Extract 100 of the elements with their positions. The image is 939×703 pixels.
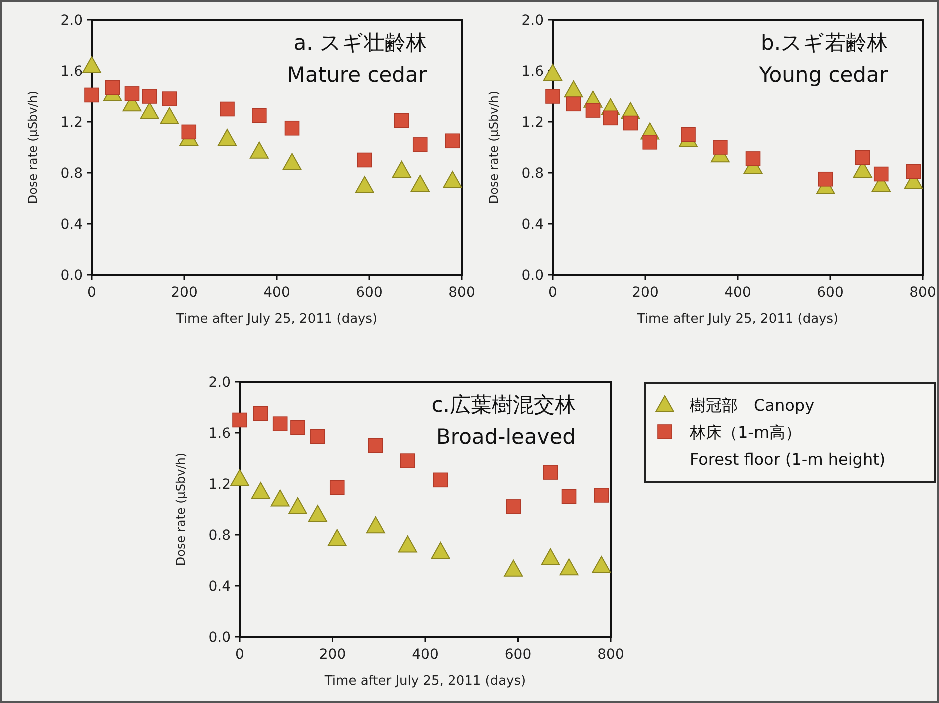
point [445,134,460,149]
point [270,490,290,507]
point [284,120,300,136]
point [642,135,658,150]
x-tick-label: 200 [632,285,659,301]
point [218,129,238,146]
point [355,176,374,194]
point [541,548,560,566]
x-tick-label: 800 [448,285,476,301]
x-tick-label: 400 [264,285,290,301]
point [506,500,522,514]
point [544,64,562,82]
point [288,497,308,514]
point [366,516,386,534]
point [504,560,524,577]
point [328,529,347,546]
y-tick-label: 0.0 [208,630,231,646]
x-tick-label: 0 [88,285,96,301]
point [412,138,428,152]
point [431,542,450,560]
legend-label: 林床（1-m高） Forest floor (1-m height) [689,423,886,469]
point [855,150,870,166]
x-tick-label: 400 [412,647,439,663]
x-axis-title: Time after July 25, 2011 (days) [636,312,839,327]
point [560,558,579,576]
y-tick-label: 0.4 [522,217,544,233]
y-tick-label: 2.0 [522,13,544,29]
y-tick-label: 0.8 [208,528,231,544]
y-tick-label: 1.2 [208,477,231,493]
point [433,472,448,488]
point [603,110,618,126]
point [162,92,178,106]
point [232,412,248,428]
point [874,166,889,182]
point [368,438,384,454]
x-tick-label: 0 [236,647,244,663]
point [308,505,328,522]
y-axis-title: Dose rate (µSbv/h) [26,90,40,204]
point [623,116,638,131]
point [252,108,267,124]
point [443,171,462,188]
y-tick-label: 0.0 [522,268,544,284]
x-tick-label: 200 [171,285,198,301]
point [142,89,158,104]
y-axis-title: Dose rate (µSbv/h) [174,452,188,566]
point [392,160,412,178]
y-tick-label: 2.0 [60,13,83,29]
x-tick-label: 600 [504,647,532,663]
point [746,152,761,166]
point [594,488,610,503]
point [546,89,560,104]
x-tick-label: 0 [548,285,558,301]
point [105,80,120,95]
text: Mature cedar [287,63,428,87]
x-tick-label: 400 [724,285,752,301]
point [82,56,102,74]
x-tick-label: 800 [598,647,624,663]
point [398,536,418,553]
point [681,127,696,142]
text: b.スギ若齢林 [760,31,888,55]
text: Young cedar [758,63,888,87]
point [272,416,288,432]
point [906,164,922,180]
y-tick-label: 1.2 [522,115,544,131]
text: a. スギ壮齢林 [294,31,427,55]
point [400,454,416,468]
y-tick-label: 0.4 [60,217,84,233]
point [124,86,140,102]
point [310,429,326,444]
y-tick-label: 1.6 [522,64,544,80]
point [230,469,250,486]
point [140,102,160,120]
text: Broad-leaved [436,425,576,449]
y-tick-label: 2.0 [208,375,231,391]
point [290,420,306,436]
point [566,96,582,112]
y-tick-label: 0.8 [522,166,544,182]
y-tick-label: 1.6 [60,64,84,80]
point [592,556,612,574]
point [282,153,302,170]
point [713,140,728,155]
point [357,152,372,168]
point [543,465,558,480]
point [410,174,430,192]
point [818,172,834,187]
y-tick-label: 0.8 [60,166,83,182]
x-tick-label: 800 [910,285,936,301]
y-tick-label: 1.6 [208,426,232,442]
point [250,142,269,159]
y-tick-label: 0.4 [208,579,232,595]
x-tick-label: 600 [356,285,383,301]
x-axis-title: Time after July 25, 2011 (days) [324,674,526,689]
x-axis-title: Time after July 25, 2011 (days) [175,312,378,327]
point [586,103,601,118]
y-axis-title: Dose rate (µSbv/h) [487,90,501,204]
point [182,124,197,140]
point [394,113,410,128]
point [562,489,577,504]
x-tick-label: 200 [319,647,346,663]
point [220,102,235,117]
